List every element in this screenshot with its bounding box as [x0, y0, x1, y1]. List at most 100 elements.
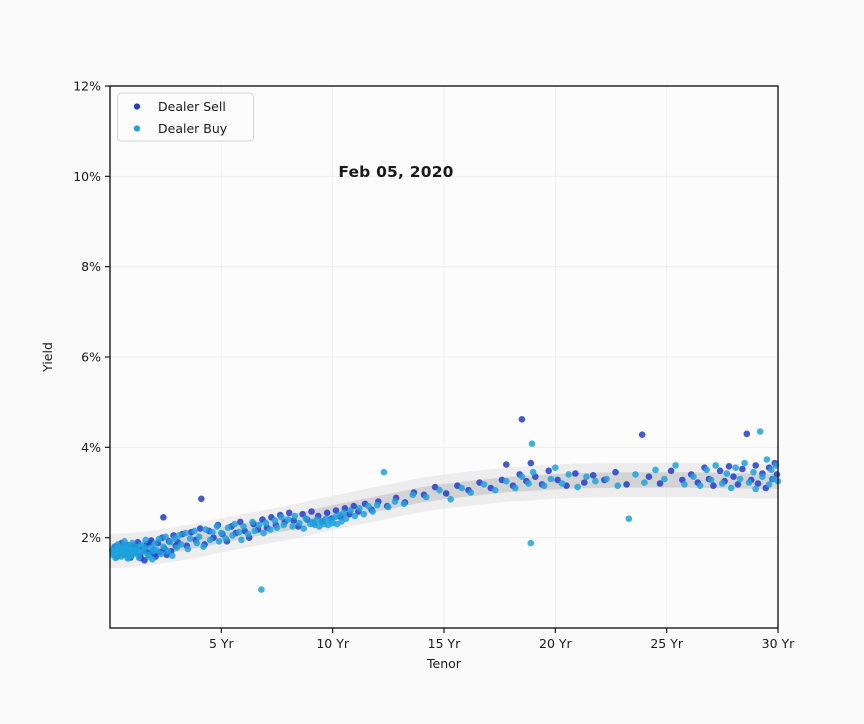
data-point [690, 473, 697, 481]
data-point [583, 473, 590, 481]
data-point [672, 462, 679, 469]
data-point [667, 467, 675, 475]
data-point [727, 484, 735, 492]
data-point [209, 528, 216, 536]
legend-label-dealer-sell: Dealer Sell [158, 99, 226, 114]
data-point [213, 523, 221, 530]
data-point [765, 481, 773, 488]
data-point [240, 523, 247, 530]
data-point [743, 430, 751, 438]
data-point [612, 468, 619, 476]
data-point [725, 463, 733, 470]
data-point [273, 524, 281, 531]
x-axis-label: Tenor [426, 656, 462, 671]
data-point [231, 520, 238, 528]
data-point [458, 484, 466, 492]
data-point [645, 473, 653, 481]
data-point [422, 493, 430, 501]
data-point [178, 541, 185, 548]
axes-spines [109, 85, 779, 629]
data-point [745, 479, 753, 486]
data-point [129, 539, 136, 547]
data-point [732, 464, 739, 472]
data-point [730, 473, 737, 481]
data-point [249, 518, 256, 526]
data-point [191, 527, 198, 535]
data-point [175, 532, 183, 539]
data-point [302, 515, 310, 522]
data-point [182, 529, 189, 537]
y-tick-label: 2% [81, 530, 101, 545]
data-point [512, 484, 519, 492]
data-point [356, 505, 363, 512]
y-tick-label: 10% [73, 169, 101, 184]
data-point [160, 514, 167, 521]
data-point [529, 468, 537, 476]
data-point [260, 529, 267, 537]
data-point [251, 527, 258, 535]
data-point [157, 550, 165, 558]
data-point [289, 523, 296, 530]
data-point [385, 503, 392, 511]
data-point [723, 470, 731, 477]
data-point [750, 468, 757, 476]
data-point [323, 509, 331, 517]
y-tick-label: 12% [73, 79, 101, 94]
data-point [135, 554, 143, 561]
legend-box [117, 92, 254, 142]
data-point [574, 483, 581, 491]
data-point [141, 544, 148, 551]
series-dealer-buy [108, 428, 782, 593]
data-point [391, 498, 399, 505]
data-point [716, 467, 724, 475]
data-point [296, 519, 303, 527]
data-point [308, 508, 315, 515]
data-point [155, 535, 163, 543]
data-point [739, 465, 746, 473]
data-point [278, 514, 285, 521]
data-point [141, 557, 148, 564]
data-point [258, 586, 265, 593]
data-point [518, 473, 526, 481]
date-annotation: Feb 05, 2020 [338, 163, 453, 181]
data-point [527, 459, 535, 467]
data-point [756, 428, 764, 435]
data-point [342, 515, 350, 522]
data-point [409, 491, 417, 499]
x-tick-label: 10 Yr [316, 636, 350, 651]
data-point [527, 539, 535, 547]
data-point [400, 500, 408, 508]
data-point [229, 532, 236, 539]
data-point [153, 547, 161, 554]
data-point [351, 512, 359, 520]
data-point [285, 509, 293, 517]
data-point [142, 536, 149, 544]
data-point [202, 526, 209, 533]
data-point [300, 525, 308, 532]
data-point [558, 480, 566, 487]
data-point [734, 481, 742, 488]
data-point [741, 459, 748, 467]
data-point [768, 466, 775, 474]
data-point [565, 471, 572, 478]
data-point [200, 543, 207, 550]
x-tick-label: 25 Yr [650, 636, 684, 651]
data-point [162, 533, 169, 541]
data-point [160, 543, 167, 550]
data-point [447, 496, 455, 503]
scatter-points [108, 416, 782, 593]
y-tick-label: 6% [81, 350, 101, 365]
data-point [518, 416, 526, 423]
data-point [614, 482, 621, 490]
data-point [632, 471, 639, 478]
data-point [235, 528, 243, 536]
data-point [581, 479, 588, 486]
data-point [436, 486, 443, 494]
data-point [184, 545, 192, 553]
data-point [754, 480, 762, 487]
data-point [255, 521, 263, 529]
axis-ticks: 5 Yr 10 Yr 15 Yr 20 Yr 25 Yr 30 Yr 2% 4% 6% 8% 10%… [73, 79, 795, 652]
legend-label-dealer-buy: Dealer Buy [158, 121, 228, 136]
